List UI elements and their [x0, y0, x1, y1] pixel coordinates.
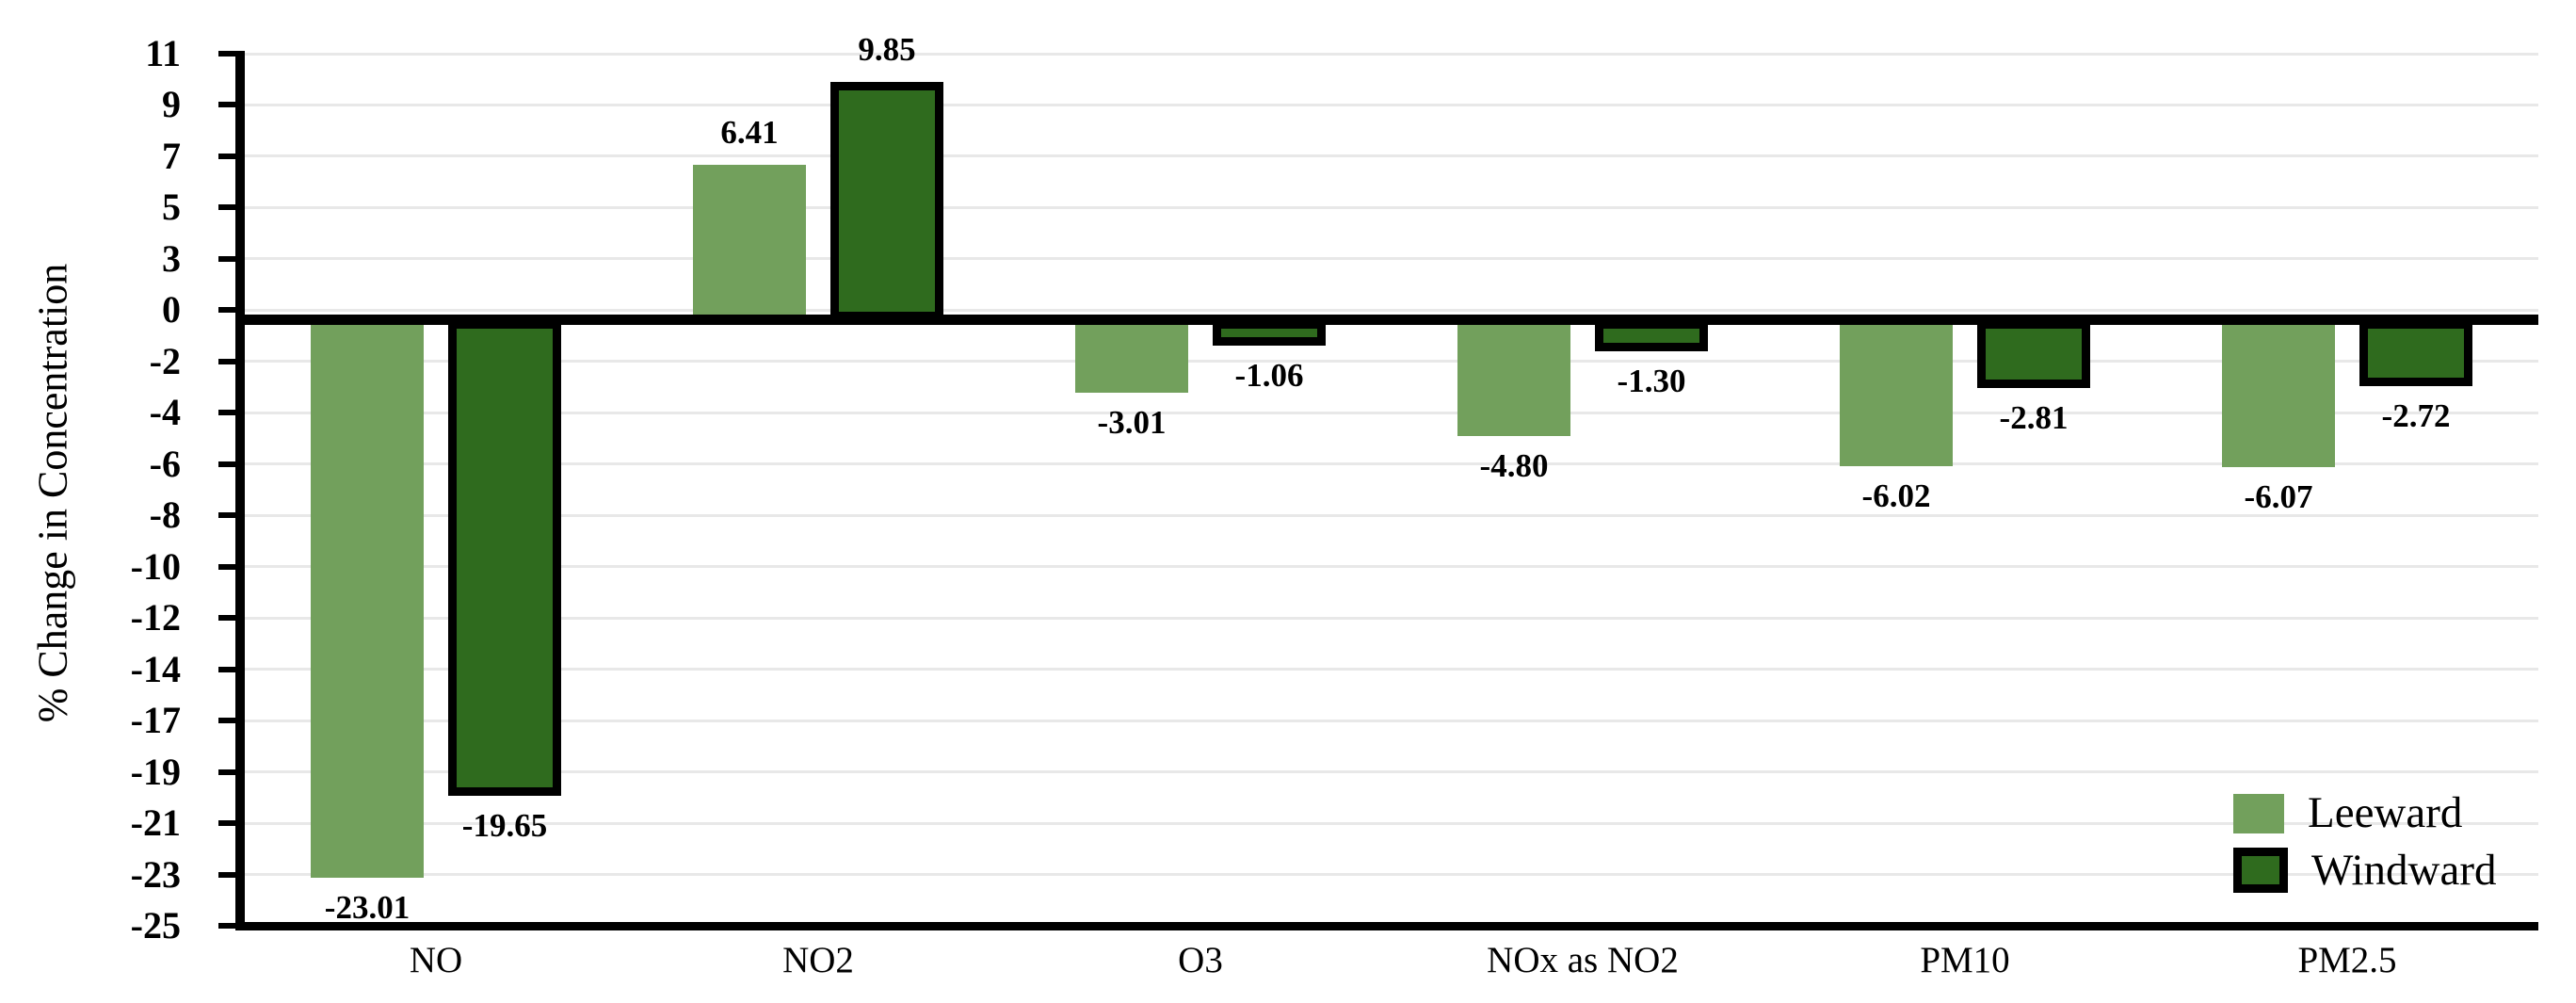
y-axis-tick: [218, 512, 235, 519]
legend-swatch-leeward: [2233, 793, 2284, 833]
category-label-pm2.5: PM2.5: [2297, 940, 2397, 980]
y-axis-tick: [218, 255, 235, 262]
y-axis-tick: [218, 358, 235, 364]
category-label-nox-as-no2: NOx as NO2: [1487, 940, 1679, 980]
gridline: [245, 257, 2538, 261]
y-tick-label: -2: [149, 339, 181, 382]
y-tick-label: 5: [162, 186, 181, 229]
y-axis-tick: [218, 153, 235, 159]
value-label-windward-o3: -1.06: [1234, 357, 1304, 395]
value-label-windward-pm2.5: -2.72: [2381, 396, 2451, 434]
gridline: [245, 360, 2538, 364]
gridline: [245, 770, 2538, 774]
value-label-leeward-no: -23.01: [324, 888, 411, 926]
y-axis-tick: [218, 563, 235, 570]
category-label-no: NO: [409, 940, 463, 980]
y-axis-tick: [218, 871, 235, 878]
y-axis-tick: [218, 923, 235, 929]
y-axis-tick: [218, 204, 235, 211]
value-label-leeward-no2: 6.41: [720, 114, 779, 152]
legend-item-leeward: Leeward: [2233, 791, 2497, 835]
bar-leeward-no2: [693, 165, 806, 320]
category-label-no2: NO2: [782, 940, 854, 980]
y-tick-label: 3: [162, 236, 181, 280]
bar-leeward-pm2.5: [2222, 319, 2335, 468]
bar-windward-no2: [830, 81, 943, 320]
y-tick-label: 11: [145, 32, 181, 74]
value-label-leeward-nox-as-no2: -4.80: [1479, 447, 1549, 485]
y-axis-tick: [218, 615, 235, 622]
y-tick-label: -4: [149, 391, 181, 434]
gridline: [245, 308, 2538, 312]
bar-leeward-o3: [1075, 319, 1188, 394]
y-tick-label: 7: [162, 134, 181, 177]
bar-windward-pm10: [1977, 319, 2090, 389]
bar-leeward-pm10: [1840, 319, 1953, 466]
gridline: [245, 821, 2538, 825]
y-axis-line: [235, 51, 245, 930]
value-label-windward-pm10: -2.81: [1999, 399, 2069, 437]
y-tick-label: -6: [149, 442, 181, 485]
y-axis-tick: [218, 666, 235, 672]
y-tick-label: -10: [130, 544, 181, 588]
legend-label-leeward: Leeward: [2308, 788, 2463, 837]
bar-leeward-nox-as-no2: [1457, 319, 1570, 437]
legend: Leeward Windward: [2233, 791, 2497, 893]
category-label-o3: O3: [1178, 940, 1223, 980]
gridline: [245, 668, 2538, 671]
gridline: [245, 719, 2538, 722]
gridline: [245, 52, 2538, 56]
legend-label-windward: Windward: [2311, 845, 2497, 895]
y-tick-label: -21: [130, 801, 181, 845]
value-label-leeward-pm10: -6.02: [1861, 477, 1931, 514]
value-label-windward-no: -19.65: [461, 807, 548, 845]
value-label-leeward-pm2.5: -6.07: [2244, 478, 2313, 516]
y-tick-label: -17: [130, 699, 181, 742]
gridline: [245, 616, 2538, 620]
y-axis-tick: [218, 768, 235, 775]
y-axis-tick: [218, 461, 235, 467]
y-tick-label: -19: [130, 750, 181, 793]
y-tick-label: -25: [130, 904, 181, 946]
gridline: [245, 513, 2538, 517]
y-tick-label: -8: [149, 493, 181, 537]
x-axis-line: [235, 922, 2538, 930]
y-tick-label: 0: [162, 288, 181, 332]
y-tick-label: 9: [162, 83, 181, 126]
value-label-windward-nox-as-no2: -1.30: [1617, 363, 1686, 400]
gridline: [245, 154, 2538, 158]
value-label-windward-no2: 9.85: [858, 30, 916, 68]
value-label-leeward-o3: -3.01: [1097, 404, 1167, 442]
gridline: [245, 873, 2538, 877]
y-axis-tick: [218, 820, 235, 827]
y-axis-tick: [218, 307, 235, 314]
bar-windward-no: [448, 319, 561, 797]
y-tick-label: -12: [130, 596, 181, 639]
y-axis-tick: [218, 410, 235, 416]
bar-leeward-no: [311, 319, 424, 878]
y-tick-label: -23: [130, 852, 181, 896]
legend-swatch-windward: [2233, 848, 2288, 893]
bar-windward-pm2.5: [2359, 319, 2472, 386]
category-label-pm10: PM10: [1920, 940, 2010, 980]
gridline: [245, 205, 2538, 209]
gridline: [245, 462, 2538, 466]
gridline: [245, 565, 2538, 569]
y-axis-tick: [218, 718, 235, 724]
gridline: [245, 411, 2538, 414]
legend-item-windward: Windward: [2233, 848, 2497, 893]
zero-axis-line: [235, 315, 2538, 326]
gridline: [245, 103, 2538, 106]
y-axis-tick: [218, 102, 235, 108]
y-tick-label: -14: [130, 647, 181, 690]
y-axis-tick: [218, 51, 235, 57]
